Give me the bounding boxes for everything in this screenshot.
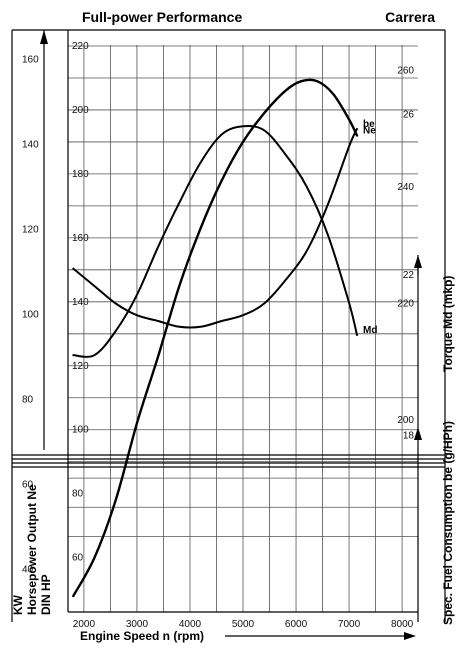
kw-tick-label: 120: [22, 225, 39, 236]
kw-tick-label: 160: [22, 55, 39, 66]
fuel-tick-label: 260: [397, 66, 414, 77]
x-tick-label: 8000: [391, 619, 414, 630]
hp-tick-label: 200: [72, 105, 89, 116]
right-arrow-icon: [404, 632, 416, 640]
kw-tick-label: 100: [22, 310, 39, 321]
axes: [11, 29, 446, 640]
torque-tick-label: 26: [403, 109, 415, 120]
up-arrow-icon: [40, 30, 48, 44]
hp-tick-label: 80: [72, 489, 84, 500]
chart-title: Full-power Performance: [82, 9, 242, 25]
up-arrow-icon: [414, 427, 422, 440]
series-line-be: [72, 127, 358, 329]
chart-subtitle: Carrera: [385, 9, 435, 25]
x-tick-label: 4000: [179, 619, 202, 630]
series-label-ne: Ne: [363, 126, 376, 137]
hp-tick-label: 60: [72, 553, 84, 564]
fuel-tick-label: 220: [397, 299, 414, 310]
series-label-md: Md: [363, 325, 377, 336]
x-tick-label: 3000: [126, 619, 149, 630]
up-arrow-icon: [414, 255, 422, 268]
fuel-axis-label: Spec. Fuel Consumption be (g/HPh): [441, 421, 455, 625]
hp-axis-label: Horsepower Output Ne: [25, 484, 39, 615]
curves: Ne Md be: [72, 78, 377, 598]
series-label-be: be: [363, 119, 375, 130]
series-line-ne: [72, 78, 359, 598]
hp-tick-label: 120: [72, 361, 89, 372]
hp-tick-label: 220: [72, 41, 89, 52]
torque-tick-label: 18: [403, 430, 415, 441]
hp-tick-label: 100: [72, 425, 89, 436]
kw-tick-label: 140: [22, 140, 39, 151]
series-line-md: [72, 125, 358, 358]
kw-axis-label: KW: [11, 594, 25, 615]
x-tick-label: 7000: [338, 619, 361, 630]
fuel-tick-label: 240: [397, 182, 414, 193]
tick-labels: 2000 3000 4000 5000 6000 7000 8000 60 80 100 120 14…: [22, 41, 414, 630]
din-axis-label: DIN HP: [39, 574, 53, 615]
hp-tick-label: 140: [72, 297, 89, 308]
kw-tick-label: 80: [22, 395, 34, 406]
fuel-tick-label: 200: [397, 415, 414, 426]
x-tick-label: 5000: [232, 619, 255, 630]
kw-tick-label: 40: [22, 565, 34, 576]
torque-axis-label: Torque Md (mkp): [441, 276, 455, 372]
x-tick-label: 6000: [285, 619, 308, 630]
x-tick-label: 2000: [73, 619, 96, 630]
x-axis-label: Engine Speed n (rpm): [80, 629, 204, 643]
hp-tick-label: 160: [72, 233, 89, 244]
hp-tick-label: 180: [72, 169, 89, 180]
torque-tick-label: 22: [403, 270, 415, 281]
kw-tick-label: 60: [22, 480, 34, 491]
